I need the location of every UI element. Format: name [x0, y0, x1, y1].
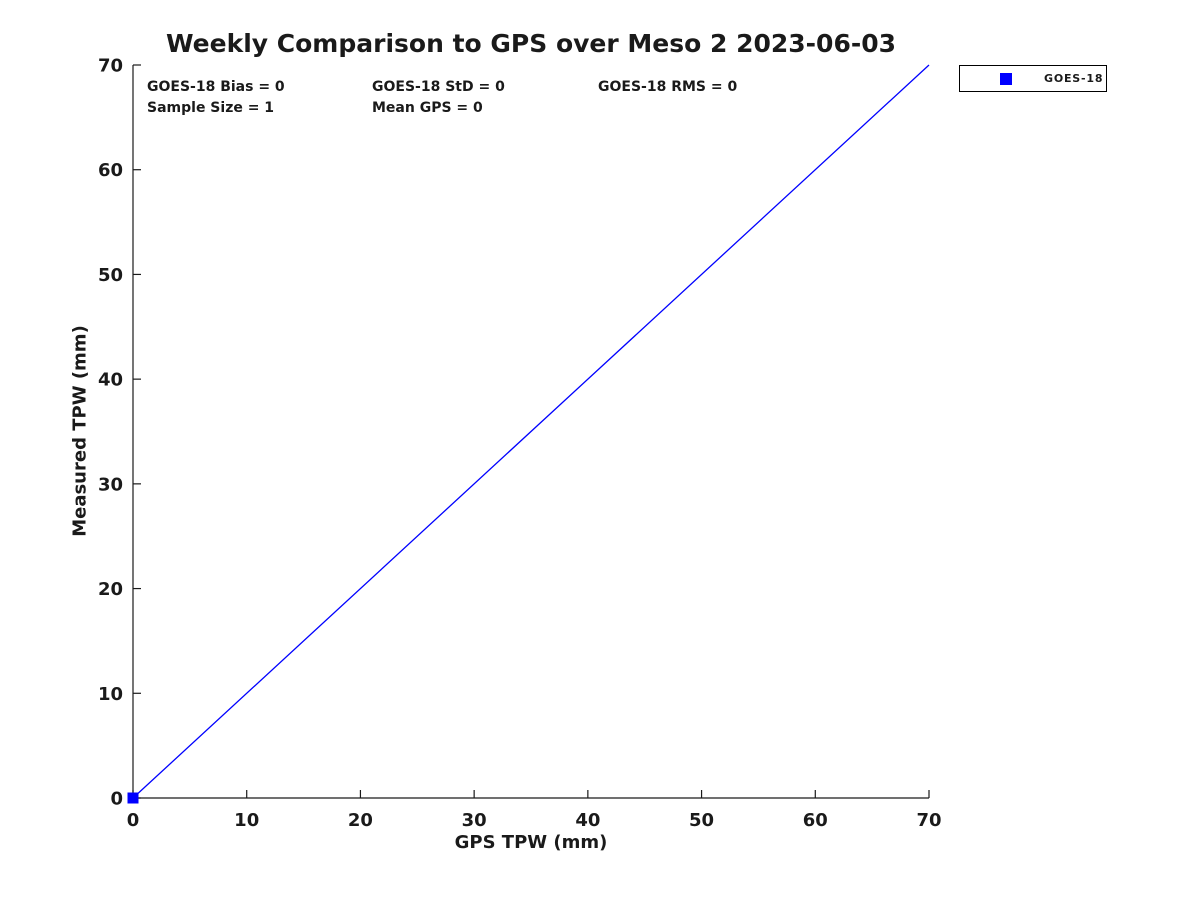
y-tick-label: 0 [110, 789, 123, 810]
y-tick-label: 20 [98, 579, 123, 600]
legend-marker-square-icon [1000, 72, 1012, 85]
y-tick-label: 30 [98, 474, 123, 495]
annotation-mean-gps: Mean GPS = 0 [372, 100, 483, 116]
legend: GOES-18 [959, 65, 1107, 92]
x-tick-label: 40 [575, 810, 600, 831]
x-tick-label: 20 [348, 810, 373, 831]
annotation-sample-size: Sample Size = 1 [147, 100, 275, 116]
legend-label: GOES-18 [1044, 72, 1104, 85]
x-tick-label: 70 [916, 810, 941, 831]
y-tick-label: 70 [98, 56, 123, 77]
x-tick-label: 30 [462, 810, 487, 831]
x-axis-label: GPS TPW (mm) [454, 832, 608, 853]
chart-title: Weekly Comparison to GPS over Meso 2 202… [165, 29, 897, 58]
x-tick-label: 0 [127, 810, 140, 831]
annotation-std: GOES-18 StD = 0 [372, 79, 505, 95]
y-axis-label: Measured TPW (mm) [69, 325, 91, 537]
annotation-bias: GOES-18 Bias = 0 [147, 79, 285, 95]
y-tick-label: 60 [98, 160, 123, 181]
annotation-rms: GOES-18 RMS = 0 [598, 79, 738, 95]
x-tick-label: 50 [689, 810, 714, 831]
series-line-reference-line [132, 64, 930, 799]
x-tick-label: 60 [803, 810, 828, 831]
y-tick-label: 50 [98, 265, 123, 286]
x-tick-label: 10 [234, 810, 259, 831]
y-tick-label: 10 [98, 684, 123, 705]
y-tick-label: 40 [98, 370, 123, 391]
